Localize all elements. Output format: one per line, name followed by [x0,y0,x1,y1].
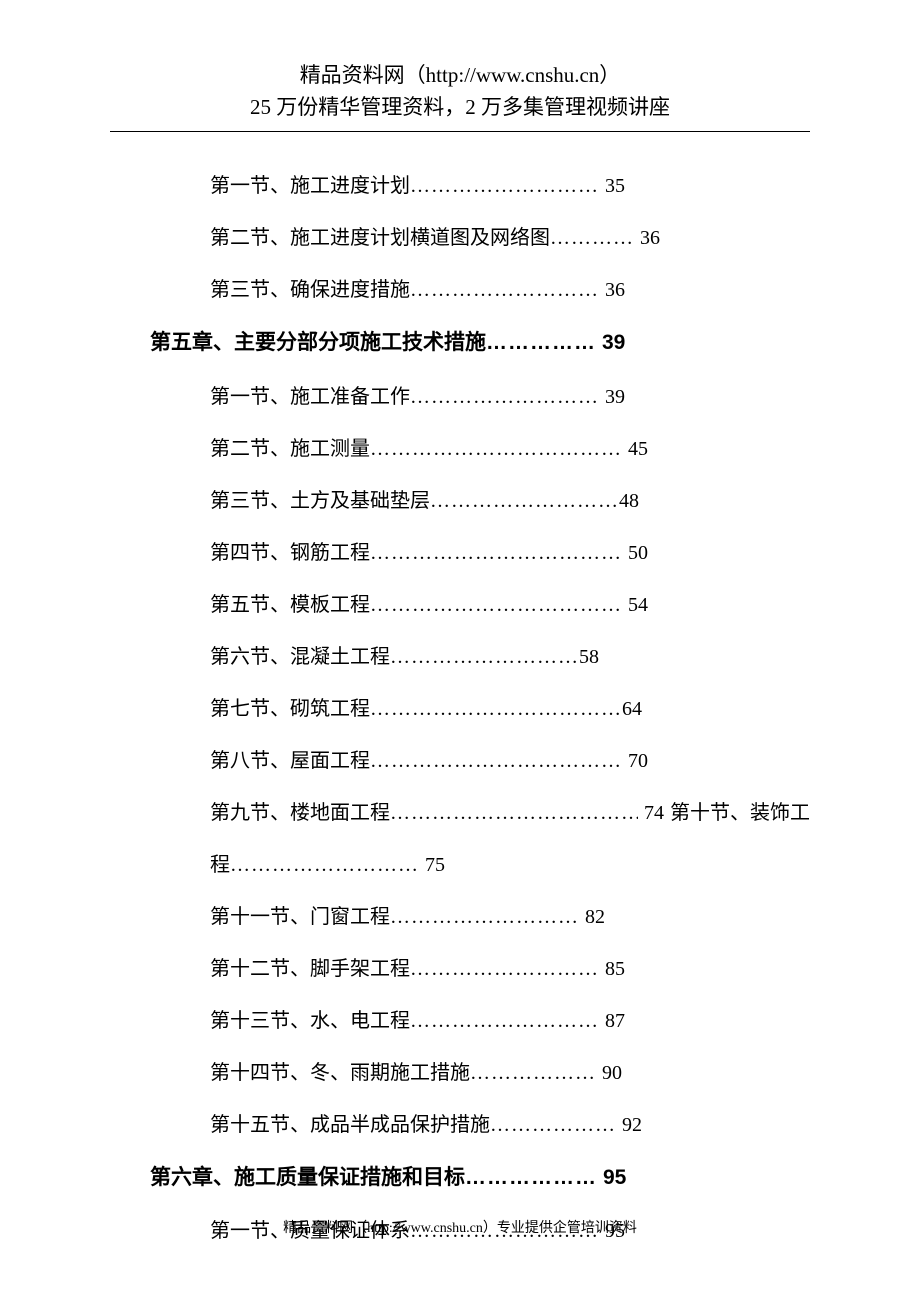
toc-entry-text: 第五章、主要分部分项施工技术措施 [150,316,486,371]
toc-leader-dots: ……………… [470,1047,596,1099]
toc-leader-dots: ……………………… [230,839,419,891]
toc-page-number: 45 [622,423,648,475]
toc-page-number: 82 [579,891,605,943]
toc-entry-text: 第四节、钢筋工程 [210,527,370,579]
toc-section: 第六节、混凝土工程………………………58 [110,631,810,683]
toc-section: 第一节、施工进度计划………………………35 [110,160,810,212]
toc-page-number: 70 [622,735,648,787]
toc-leader-dots: ……………… [465,1151,597,1206]
toc-page-number: 95 [597,1151,626,1206]
toc-leader-dots: ……………………………… [370,735,622,787]
toc-page-number: 85 [599,943,625,995]
toc-section: 第五节、模板工程………………………………54 [110,579,810,631]
header-line-1: 精品资料网（http://www.cnshu.cn） [110,60,810,92]
toc-leader-dots: ……………… [490,1099,616,1151]
toc-page-number: 90 [596,1047,622,1099]
toc-entry-text: 第六节、混凝土工程 [210,631,390,683]
toc-leader-dots: ……………………………… [370,423,622,475]
toc-leader-dots: ……………………… [410,995,599,1047]
toc-entry-text: 第十二节、脚手架工程 [210,943,410,995]
toc-leader-dots: ……………………………… [370,527,622,579]
toc-section: 第九节、楼地面工程………………………………74 第十节、装饰工 [110,787,810,839]
toc-page-number: 87 [599,995,625,1047]
toc-leader-dots: ……………………… [410,264,599,316]
toc-page-number: 92 [616,1099,642,1151]
toc-section: 第三节、确保进度措施………………………36 [110,264,810,316]
toc-leader-dots: ………… [550,212,634,264]
toc-page-number: 75 [419,839,445,891]
toc-entry-text: 第九节、楼地面工程 [210,787,390,839]
toc-section: 第十四节、冬、雨期施工措施……………… 90 [110,1047,810,1099]
toc-section: 第七节、砌筑工程………………………………64 [110,683,810,735]
toc-entry-text: 第二节、施工测量 [210,423,370,475]
toc-leader-dots: ……………………………… [370,579,622,631]
toc-chapter: 第五章、主要分部分项施工技术措施…………… 39 [110,316,810,371]
toc-page-number: 64 [622,683,642,735]
toc-entry-text: 第十四节、冬、雨期施工措施 [210,1047,470,1099]
toc-page-number: 74 [638,787,664,839]
toc-leader-dots: ……………………………… [390,787,638,839]
toc-page-number: 50 [622,527,648,579]
toc-section: 第一节、施工准备工作………………………39 [110,371,810,423]
toc-section: 第八节、屋面工程………………………………70 [110,735,810,787]
toc-entry-text: 第三节、确保进度措施 [210,264,410,316]
toc-leader-dots: ……………………… [390,891,579,943]
toc-page-number: 58 [579,631,599,683]
toc-section: 第二节、施工测量………………………………45 [110,423,810,475]
toc-leader-dots: …………… [486,316,596,371]
toc-page-number: 36 [634,212,660,264]
toc-entry-text: 第十一节、门窗工程 [210,891,390,943]
toc-section: 第十一节、门窗工程……………………… 82 [110,891,810,943]
toc-page-number: 48 [619,475,639,527]
toc-page-number: 39 [596,316,625,371]
page-header: 精品资料网（http://www.cnshu.cn） 25 万份精华管理资料，2… [110,60,810,132]
toc-entry-text: 第十三节、水、电工程 [210,995,410,1047]
toc-section: 第四节、钢筋工程………………………………50 [110,527,810,579]
footer-text: 精品资料网（http://www.cnshu.cn）专业提供企管培训资料 [283,1221,637,1236]
toc-page-number: 35 [599,160,625,212]
page-footer: 精品资料网（http://www.cnshu.cn）专业提供企管培训资料 [0,1217,920,1237]
toc-inline-continuation: 第十节、装饰工 [664,787,810,839]
toc-entry-text: 第二节、施工进度计划横道图及网络图 [210,212,550,264]
toc-entry-text: 第五节、模板工程 [210,579,370,631]
toc-leader-dots: ……………………… [390,631,579,683]
toc-page-number: 36 [599,264,625,316]
toc-entry-text: 第六章、施工质量保证措施和目标 [150,1151,465,1206]
toc-entry-text: 第一节、施工进度计划 [210,160,410,212]
toc-leader-dots: ……………………… [410,160,599,212]
table-of-contents: 第一节、施工进度计划………………………35第二节、施工进度计划横道图及网络图 …… [110,160,810,1257]
toc-leader-dots: ……………………… [410,371,599,423]
toc-entry-text: 第十五节、成品半成品保护措施 [210,1099,490,1151]
toc-leader-dots: ……………………… [410,943,599,995]
header-line-2: 25 万份精华管理资料，2 万多集管理视频讲座 [110,92,810,124]
toc-entry-text: 程 [210,839,230,891]
toc-section: 第二节、施工进度计划横道图及网络图 …………36 [110,212,810,264]
toc-section: 第十五节、成品半成品保护措施……………… 92 [110,1099,810,1151]
toc-continuation: 程………………………75 [110,839,810,891]
toc-section: 第三节、土方及基础垫层………………………48 [110,475,810,527]
toc-leader-dots: ……………………… [430,475,619,527]
toc-chapter: 第六章、施工质量保证措施和目标……………… 95 [110,1151,810,1206]
toc-entry-text: 第三节、土方及基础垫层 [210,475,430,527]
toc-section: 第十二节、脚手架工程………………………85 [110,943,810,995]
toc-entry-text: 第一节、施工准备工作 [210,371,410,423]
toc-leader-dots: ……………………………… [370,683,622,735]
toc-entry-text: 第八节、屋面工程 [210,735,370,787]
toc-page-number: 39 [599,371,625,423]
toc-section: 第十三节、水、电工程……………………… 87 [110,995,810,1047]
toc-page-number: 54 [622,579,648,631]
toc-entry-text: 第七节、砌筑工程 [210,683,370,735]
